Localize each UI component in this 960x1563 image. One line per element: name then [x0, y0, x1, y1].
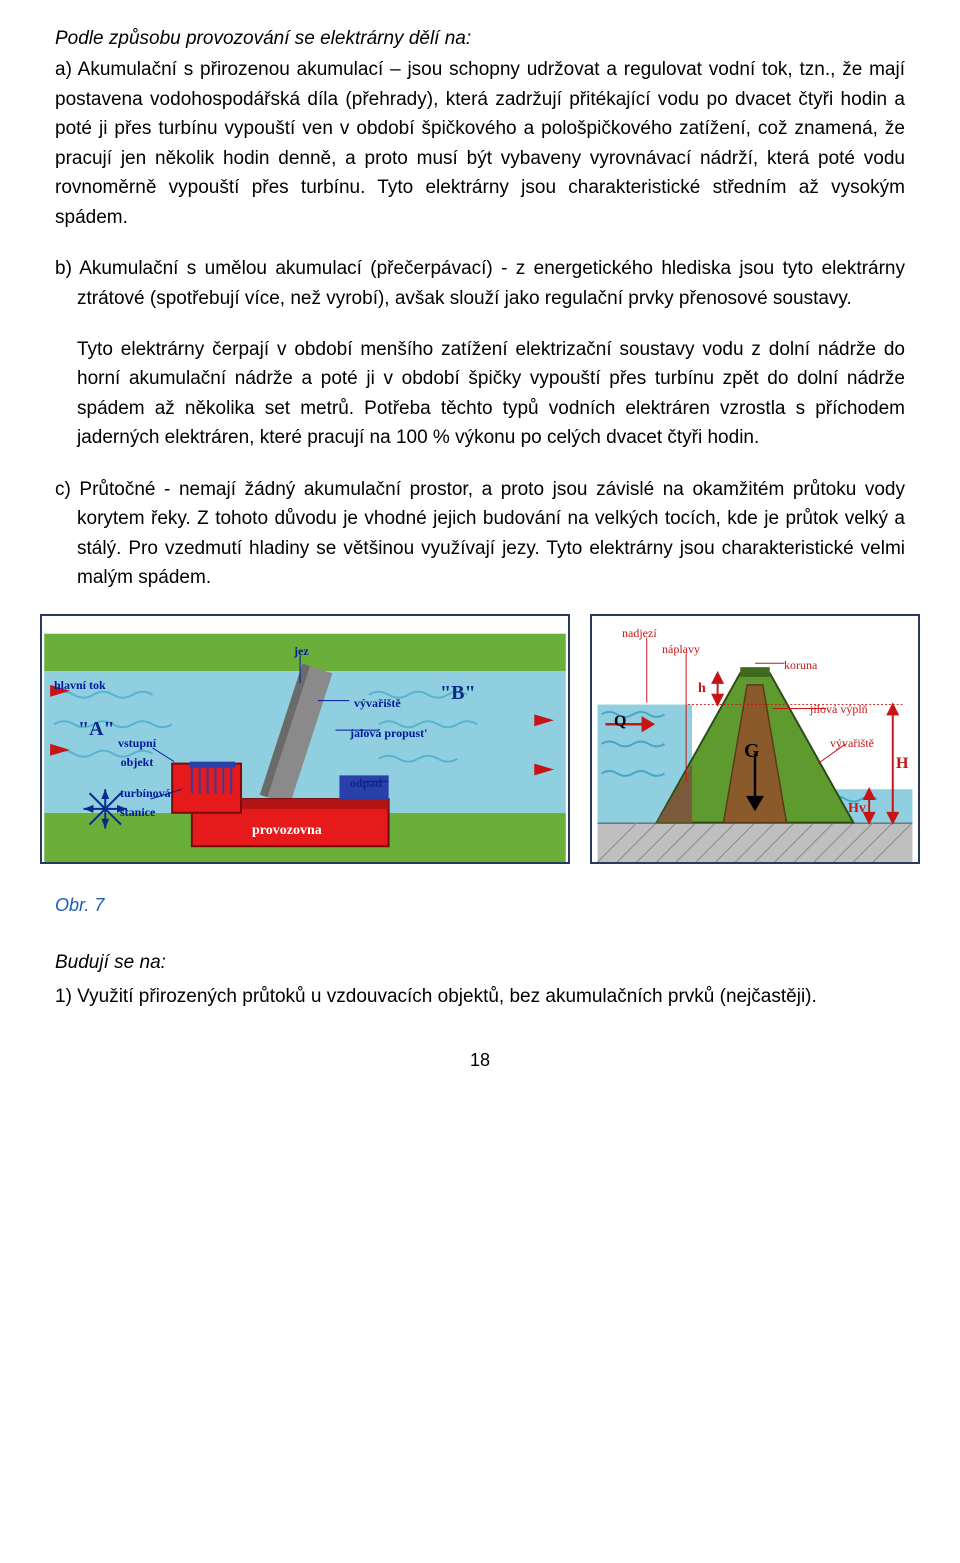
section-c: c) Průtočné - nemají žádný akumulační pr… — [55, 475, 905, 593]
main-heading: Podle způsobu provozování se elektrárny … — [55, 24, 905, 53]
section-b-para1: b) Akumulační s umělou akumulací (přečer… — [55, 254, 905, 313]
section-b-para2: Tyto elektrárny čerpají v období menšího… — [55, 335, 905, 453]
diagram-dam: nadjezí náplavy koruna jílová výplň výva… — [590, 614, 920, 864]
label-provozovna: provozovna — [252, 820, 322, 842]
label-jez: jez — [294, 642, 309, 661]
label-hlavni-tok: hlavní tok — [54, 676, 106, 695]
figure-caption: Obr. 7 — [55, 892, 905, 920]
final-body: 1) Využití přirozených průtoků u vzdouva… — [55, 982, 905, 1011]
label-vstupni-objekt: vstupní objekt — [118, 734, 156, 771]
label-naplavy: náplavy — [662, 640, 700, 659]
label-H: H — [896, 752, 908, 777]
label-koruna: koruna — [784, 656, 817, 675]
label-turbinova-stanice: turbínová stanice — [120, 784, 171, 821]
diagrams-row: hlavní tok "A" vstupní objekt turbínová … — [40, 614, 920, 864]
section-a: a) Akumulační s přirozenou akumulací – j… — [55, 55, 905, 232]
label-G: G — [744, 736, 760, 767]
label-h: h — [698, 678, 706, 700]
final-heading: Budují se na: — [55, 948, 905, 977]
label-vyvariste: vývařiště — [354, 694, 401, 713]
label-jalova-propust: jalová propust' — [350, 724, 427, 743]
page-number: 18 — [55, 1047, 905, 1075]
label-A: "A" — [78, 714, 115, 745]
label-vyvariste2: vývařiště — [830, 734, 874, 753]
label-nadjezi: nadjezí — [622, 624, 657, 643]
label-odpad: odpad — [350, 774, 382, 793]
label-jilova-vypln: jílová výplň — [810, 700, 868, 719]
label-B: "B" — [440, 678, 476, 709]
label-Hv: Hv — [848, 798, 866, 820]
diagram-weir: hlavní tok "A" vstupní objekt turbínová … — [40, 614, 570, 864]
label-Q: Q — [614, 710, 626, 735]
